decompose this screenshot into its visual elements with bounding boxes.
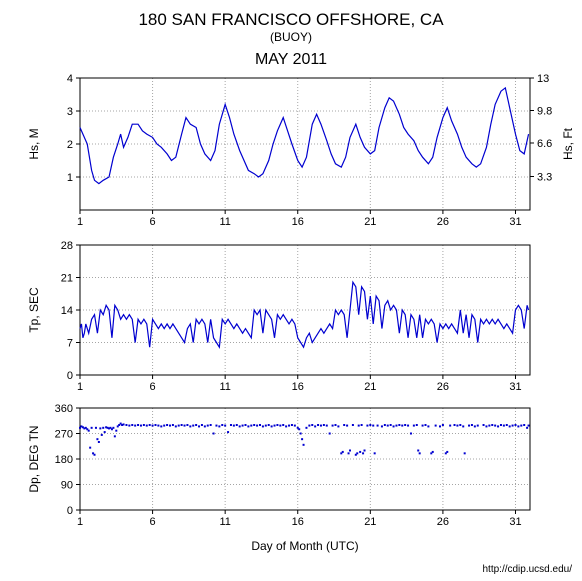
svg-text:16: 16 <box>292 216 304 228</box>
svg-text:1: 1 <box>77 216 83 228</box>
svg-text:Tp, SEC: Tp, SEC <box>27 287 41 333</box>
svg-text:1: 1 <box>67 172 73 184</box>
svg-text:1: 1 <box>77 381 83 393</box>
svg-text:26: 26 <box>437 516 449 528</box>
svg-text:26: 26 <box>437 381 449 393</box>
svg-text:Hs, Ft: Hs, Ft <box>561 127 575 160</box>
svg-text:90: 90 <box>61 480 73 492</box>
svg-text:31: 31 <box>509 216 521 228</box>
svg-text:31: 31 <box>509 381 521 393</box>
svg-text:Dp, DEG TN: Dp, DEG TN <box>27 425 41 492</box>
svg-text:7: 7 <box>67 338 73 350</box>
svg-text:11: 11 <box>219 216 230 228</box>
svg-text:3: 3 <box>67 106 73 118</box>
source-url: http://cdip.ucsd.edu/ <box>482 564 572 575</box>
svg-text:0: 0 <box>67 370 73 382</box>
svg-text:11: 11 <box>219 516 230 528</box>
svg-text:14: 14 <box>61 305 73 317</box>
svg-text:21: 21 <box>364 216 376 228</box>
svg-text:Day of Month (UTC): Day of Month (UTC) <box>251 539 358 553</box>
svg-text:6: 6 <box>150 516 156 528</box>
svg-text:9.8: 9.8 <box>537 105 552 117</box>
svg-text:2: 2 <box>67 139 73 151</box>
svg-text:26: 26 <box>437 216 449 228</box>
svg-text:0: 0 <box>67 505 73 517</box>
svg-text:31: 31 <box>509 516 521 528</box>
svg-text:180: 180 <box>55 454 73 466</box>
svg-text:3.3: 3.3 <box>537 171 552 183</box>
svg-text:4: 4 <box>67 73 73 85</box>
svg-text:1: 1 <box>77 516 83 528</box>
svg-text:360: 360 <box>55 403 73 415</box>
svg-text:16: 16 <box>292 516 304 528</box>
svg-text:11: 11 <box>219 381 230 393</box>
svg-text:21: 21 <box>61 273 73 285</box>
svg-text:13: 13 <box>537 73 549 85</box>
svg-text:21: 21 <box>364 381 376 393</box>
chart-month: MAY 2011 <box>0 51 582 69</box>
chart-subtitle: (BUOY) <box>0 30 582 44</box>
svg-text:6.6: 6.6 <box>537 138 552 150</box>
chart-title: 180 SAN FRANCISCO OFFSHORE, CA <box>0 10 582 30</box>
svg-text:Hs, M: Hs, M <box>27 128 41 159</box>
buoy-chart-container: 180 SAN FRANCISCO OFFSHORE, CA (BUOY) MA… <box>0 0 582 581</box>
svg-text:6: 6 <box>150 381 156 393</box>
svg-text:28: 28 <box>61 240 73 252</box>
svg-text:270: 270 <box>55 429 73 441</box>
svg-text:16: 16 <box>292 381 304 393</box>
chart-svg: 12343.36.69.813161116212631Hs, MHs, Ft07… <box>0 0 582 581</box>
svg-text:6: 6 <box>150 216 156 228</box>
svg-text:21: 21 <box>364 516 376 528</box>
